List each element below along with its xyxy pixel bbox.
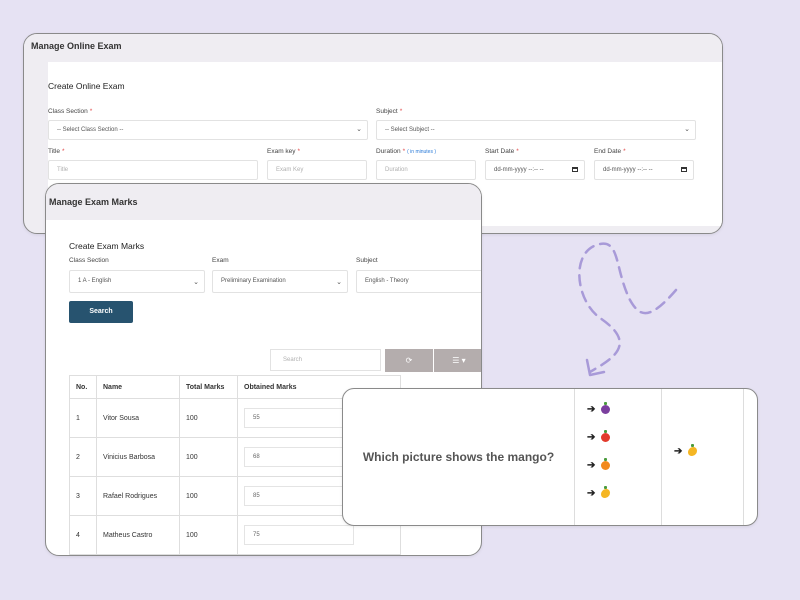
column-header-no[interactable]: No.: [69, 375, 97, 399]
refresh-icon: ⟳: [405, 356, 413, 365]
obtained-marks-input[interactable]: 75: [244, 525, 354, 545]
row-no: 3: [69, 476, 97, 516]
subject-select[interactable]: -- Select Subject -- ⌄: [376, 120, 696, 140]
quiz-option-apple[interactable]: ➔: [587, 430, 611, 443]
calendar-icon[interactable]: [681, 167, 687, 172]
orange-icon: [601, 458, 611, 471]
quiz-options-column: ➔ ➔ ➔ ➔: [574, 389, 662, 525]
arrow-right-icon: ➔: [587, 488, 596, 499]
column-header-name[interactable]: Name: [96, 375, 180, 399]
marks-exam-select[interactable]: Preliminary Examination ⌄: [212, 270, 348, 293]
end-date-input[interactable]: dd-mm-yyyy --:-- --: [594, 160, 694, 180]
title-input[interactable]: Title: [48, 160, 258, 180]
grape-icon: [601, 402, 611, 415]
obtained-marks-input[interactable]: 68: [244, 447, 354, 467]
online-exam-window: Manage Online Exam Create Online Exam Cl…: [23, 33, 723, 234]
column-header-total[interactable]: Total Marks: [179, 375, 238, 399]
start-date-input[interactable]: dd-mm-yyyy --:-- --: [485, 160, 585, 180]
mango-icon: [601, 486, 611, 499]
exam-key-label: Exam key *: [267, 148, 301, 155]
quiz-option-grape[interactable]: ➔: [587, 402, 611, 415]
class-section-label: Class Section *: [48, 108, 93, 115]
row-name: Rafael Rodrigues: [96, 476, 180, 516]
row-total: 100: [179, 476, 238, 516]
quiz-extra-column: [743, 389, 757, 525]
row-name: Matheus Castro: [96, 515, 180, 555]
start-date-label: Start Date *: [485, 148, 519, 155]
row-no: 1: [69, 398, 97, 438]
chevron-down-icon: ⌄: [356, 126, 362, 133]
quiz-answer-column: ➔: [661, 389, 744, 525]
online-exam-header: Manage Online Exam: [24, 34, 722, 58]
table-search-input[interactable]: Search: [270, 349, 381, 371]
duration-input[interactable]: Duration: [376, 160, 476, 180]
create-exam-title: Create Online Exam: [48, 81, 125, 91]
create-marks-title: Create Exam Marks: [69, 241, 145, 251]
refresh-button[interactable]: ⟳: [385, 349, 433, 372]
row-total: 100: [179, 515, 238, 555]
marks-class-section-select[interactable]: 1 A - English ⌄: [69, 270, 205, 293]
quiz-answer-mango: ➔: [674, 444, 698, 457]
chevron-down-icon: ⌄: [336, 279, 342, 286]
mango-icon: [688, 444, 698, 457]
obtained-marks-input[interactable]: 85: [244, 486, 354, 506]
exam-marks-header: Manage Exam Marks: [46, 184, 481, 220]
subject-label: Subject *: [376, 108, 403, 115]
row-name: Vitor Sousa: [96, 398, 180, 438]
obtained-marks-input[interactable]: 55: [244, 408, 354, 428]
row-no: 2: [69, 437, 97, 477]
class-section-select[interactable]: -- Select Class Section -- ⌄: [48, 120, 368, 140]
chevron-down-icon: ⌄: [193, 279, 199, 286]
quiz-option-orange[interactable]: ➔: [587, 458, 611, 471]
arrow-right-icon: ➔: [587, 404, 596, 415]
duration-label: Duration *( in minutes ): [376, 148, 437, 155]
marks-class-section-label: Class Section: [69, 257, 109, 264]
row-total: 100: [179, 437, 238, 477]
arrow-right-icon: ➔: [674, 446, 683, 457]
list-icon: ☰ ▾: [452, 356, 466, 365]
title-label: Title *: [48, 148, 65, 155]
quiz-question: Which picture shows the mango?: [362, 450, 555, 464]
row-name: Vinicius Barbosa: [96, 437, 180, 477]
calendar-icon[interactable]: [572, 167, 578, 172]
exam-key-input[interactable]: Exam Key: [267, 160, 367, 180]
quiz-option-mango[interactable]: ➔: [587, 486, 611, 499]
quiz-card: Which picture shows the mango? ➔ ➔ ➔ ➔ ➔: [342, 388, 758, 526]
chevron-down-icon: ⌄: [684, 126, 690, 133]
end-date-label: End Date *: [594, 148, 626, 155]
row-no: 4: [69, 515, 97, 555]
row-total: 100: [179, 398, 238, 438]
marks-subject-label: Subject: [356, 257, 378, 264]
arrow-right-icon: ➔: [587, 432, 596, 443]
marks-subject-select[interactable]: English - Theory: [356, 270, 481, 293]
columns-button[interactable]: ☰ ▾: [434, 349, 481, 372]
arrow-right-icon: ➔: [587, 460, 596, 471]
apple-icon: [601, 430, 611, 443]
search-button[interactable]: Search: [69, 301, 133, 323]
marks-exam-label: Exam: [212, 257, 229, 264]
